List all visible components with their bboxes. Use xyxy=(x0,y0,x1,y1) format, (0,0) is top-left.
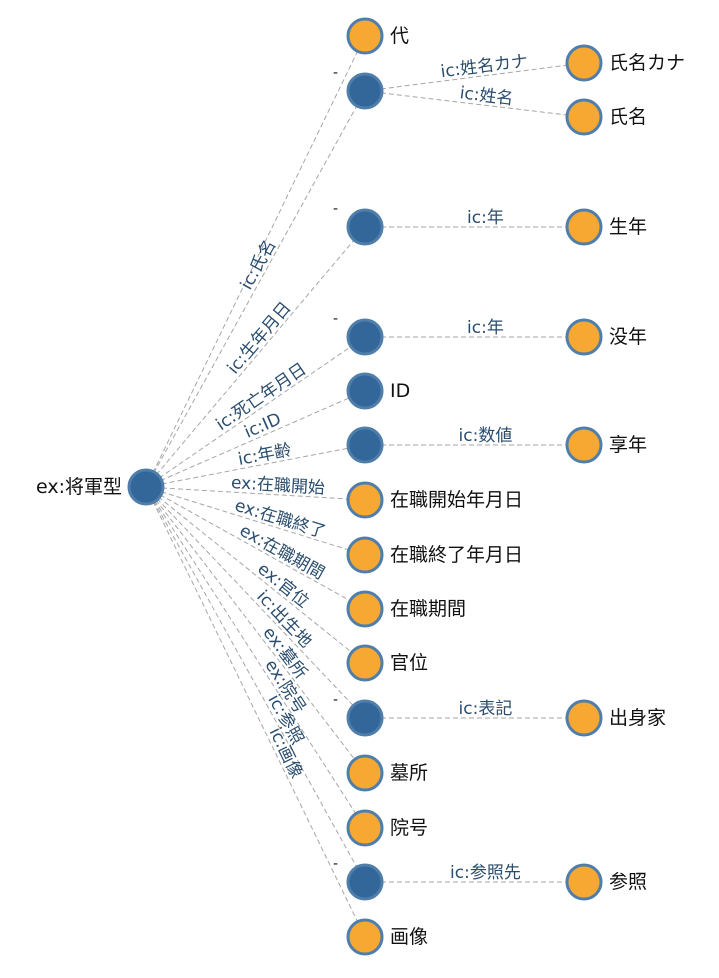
edge-label-5: ic:年齢 xyxy=(236,440,293,470)
node-branch-8[interactable] xyxy=(346,590,384,628)
link-root-12 xyxy=(145,486,366,829)
node-branch-13[interactable] xyxy=(346,863,384,901)
link-root-10 xyxy=(145,486,366,719)
edge-label-2: ic:生年月日 xyxy=(224,298,296,378)
node-branch-7-label: 在職終了年月日 xyxy=(390,544,523,566)
node-branch-11[interactable] xyxy=(346,754,384,792)
node-branch-12-label: 院号 xyxy=(390,817,428,839)
link-1-1 xyxy=(364,90,585,118)
node-child-3-0[interactable] xyxy=(565,318,603,356)
edge-label-1: ic:氏名 xyxy=(237,236,281,293)
edge-label-3-0: ic:年 xyxy=(467,318,504,338)
edge-label-2-0: ic:年 xyxy=(467,208,504,228)
node-branch-8-label: 在職期間 xyxy=(390,598,466,620)
edge-label-1-1: ic:姓名 xyxy=(459,83,515,109)
node-child-1-1[interactable] xyxy=(565,98,603,136)
link-root-14 xyxy=(145,486,366,938)
node-branch-1[interactable] xyxy=(346,72,384,110)
node-branch-14[interactable] xyxy=(346,918,384,956)
node-branch-11-label: 墓所 xyxy=(390,762,428,784)
link-root-2 xyxy=(145,226,366,488)
node-branch-13-label: - xyxy=(333,856,338,872)
node-branch-10[interactable] xyxy=(346,699,384,737)
node-branch-7[interactable] xyxy=(346,536,384,574)
edge-label-1-0: ic:姓名カナ xyxy=(439,51,529,82)
node-branch-1-label: - xyxy=(333,65,338,81)
link-root-11 xyxy=(145,486,366,774)
node-child-1-0-label: 氏名カナ xyxy=(609,52,685,74)
link-root-6 xyxy=(145,486,366,501)
node-child-10-0-label: 出身家 xyxy=(609,707,666,729)
node-branch-3-label: - xyxy=(333,311,338,327)
edge-label-13-0: ic:参照先 xyxy=(450,863,521,883)
node-child-1-0[interactable] xyxy=(565,44,603,82)
node-branch-4-label: ID xyxy=(390,380,410,402)
node-branch-6[interactable] xyxy=(346,481,384,519)
node-branch-5[interactable] xyxy=(346,426,384,464)
node-branch-0-label: 代 xyxy=(390,25,409,47)
link-root-5 xyxy=(145,444,366,488)
link-root-0 xyxy=(145,35,366,488)
node-branch-14-label: 画像 xyxy=(390,926,428,948)
node-branch-2-label: - xyxy=(333,201,338,217)
link-1-0 xyxy=(364,62,585,92)
link-root-8 xyxy=(145,486,366,610)
node-branch-2[interactable] xyxy=(346,208,384,246)
node-child-1-1-label: 氏名 xyxy=(609,106,647,128)
node-branch-4[interactable] xyxy=(346,372,384,410)
node-child-3-0-label: 没年 xyxy=(609,326,647,348)
links-layer xyxy=(145,35,585,938)
node-branch-10-label: - xyxy=(333,692,338,708)
link-root-1 xyxy=(145,90,366,488)
node-child-13-0-label: 参照 xyxy=(609,871,647,893)
node-child-5-0[interactable] xyxy=(565,426,603,464)
node-branch-6-label: 在職開始年月日 xyxy=(390,489,523,511)
edge-label-6: ex:在職開始 xyxy=(230,473,325,499)
node-branch-9[interactable] xyxy=(346,644,384,682)
link-root-3 xyxy=(145,336,366,488)
node-branch-9-label: 官位 xyxy=(390,652,428,674)
node-branch-12[interactable] xyxy=(346,809,384,847)
node-child-2-0[interactable] xyxy=(565,208,603,246)
node-child-2-0-label: 生年 xyxy=(609,216,647,238)
root-label: ex:将軍型 xyxy=(36,476,122,498)
node-child-13-0[interactable] xyxy=(565,863,603,901)
node-branch-3[interactable] xyxy=(346,318,384,356)
link-root-13 xyxy=(145,486,366,883)
node-branch-0[interactable] xyxy=(346,17,384,55)
edge-label-5-0: ic:数値 xyxy=(459,426,513,446)
link-root-7 xyxy=(145,486,366,556)
node-child-5-0-label: 享年 xyxy=(609,434,647,456)
link-root-9 xyxy=(145,486,366,664)
root-node[interactable] xyxy=(127,468,165,506)
node-child-10-0[interactable] xyxy=(565,699,603,737)
edge-label-10-0: ic:表記 xyxy=(459,699,513,719)
